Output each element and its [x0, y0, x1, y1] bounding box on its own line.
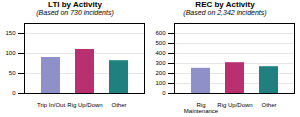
- svg-text:500: 500: [155, 40, 166, 46]
- svg-text:300: 300: [155, 60, 166, 66]
- svg-text:Other: Other: [261, 102, 276, 108]
- svg-text:Rig Up/Down: Rig Up/Down: [67, 102, 102, 108]
- html-text:(Based on 730 incidents): (Based on 730 incidents): [36, 9, 114, 16]
- svg-text:150: 150: [5, 30, 16, 36]
- svg-text:100: 100: [155, 80, 166, 86]
- svg-text:Rig Up/Down: Rig Up/Down: [217, 102, 252, 108]
- svg-text:100: 100: [5, 50, 16, 56]
- svg-text:RigMaintenance: RigMaintenance: [184, 102, 219, 114]
- svg-text:Trip In/Out: Trip In/Out: [37, 102, 65, 108]
- svg-text:400: 400: [155, 50, 166, 56]
- html-text:(Based on 2,342 incidents): (Based on 2,342 incidents): [183, 9, 267, 16]
- svg-text:Other: Other: [111, 102, 126, 108]
- svg-text:200: 200: [155, 70, 166, 76]
- html-text:LTI by Activity: LTI by Activity: [48, 0, 102, 9]
- svg-text:0: 0: [12, 90, 16, 96]
- svg-text:0: 0: [162, 90, 166, 96]
- html-text:REC by Activity: REC by Activity: [195, 0, 255, 9]
- svg-text:600: 600: [155, 30, 166, 36]
- svg-text:50: 50: [9, 70, 16, 76]
